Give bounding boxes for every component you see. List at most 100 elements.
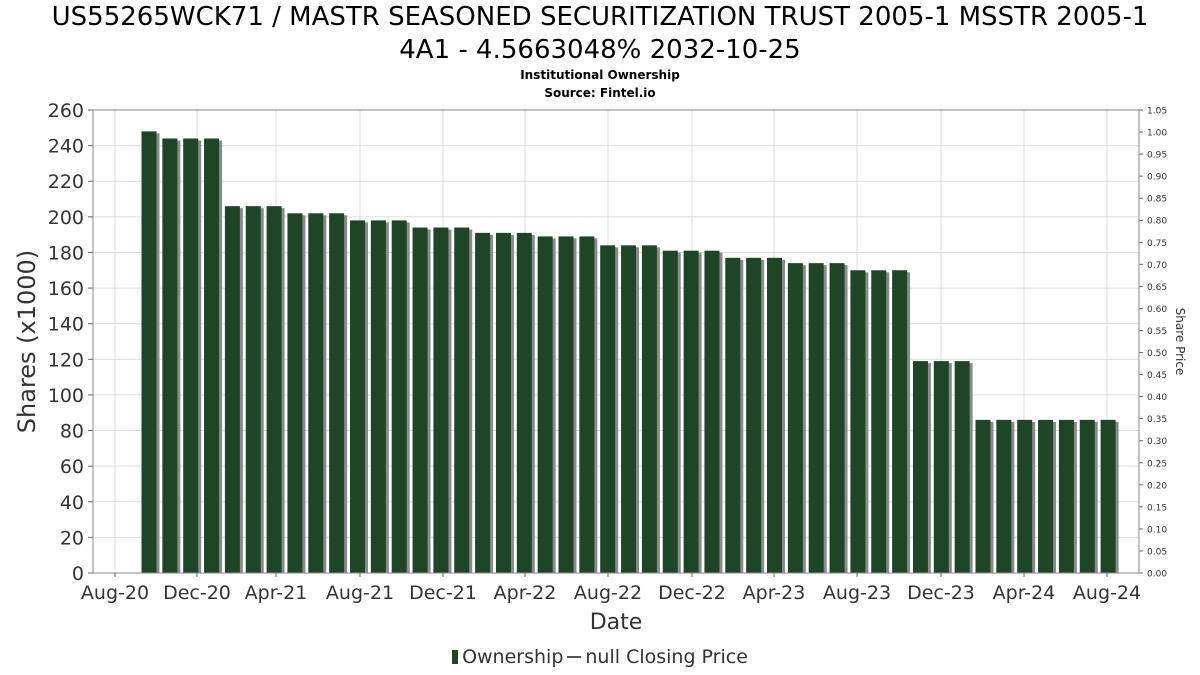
ownership-bar xyxy=(829,263,845,573)
legend-ownership-label: Ownership xyxy=(462,646,564,668)
y2-tick-label: 0.30 xyxy=(1147,437,1167,447)
ownership-bar xyxy=(412,227,428,573)
y2-tick-label: 0.70 xyxy=(1147,261,1167,271)
legend-price-line xyxy=(567,656,582,658)
ownership-bar xyxy=(454,227,470,573)
x-tick-label: Apr-24 xyxy=(993,582,1056,604)
ownership-bar xyxy=(641,245,657,574)
ownership-bar xyxy=(912,361,928,573)
x-tick-label: Apr-23 xyxy=(743,582,806,604)
y-tick-label: 180 xyxy=(48,242,84,264)
x-tick-label: Dec-23 xyxy=(907,582,975,604)
x-tick-label: Aug-20 xyxy=(81,582,149,604)
y2-tick-label: 0.80 xyxy=(1147,217,1167,227)
ownership-bar xyxy=(1038,419,1054,573)
chart-title-line1: US55265WCK71 / MASTR SEASONED SECURITIZA… xyxy=(51,2,1149,32)
x-tick-label: Aug-23 xyxy=(823,582,891,604)
ownership-bar xyxy=(954,361,970,573)
ownership-bar xyxy=(892,270,908,573)
ownership-bar xyxy=(683,250,699,573)
y2-tick-label: 0.10 xyxy=(1147,525,1167,535)
ownership-bar xyxy=(746,257,762,573)
x-tick-label: Aug-22 xyxy=(574,582,642,604)
y-tick-label: 80 xyxy=(60,421,84,443)
y-tick-label: 100 xyxy=(48,385,84,407)
y2-tick-label: 0.45 xyxy=(1147,371,1167,381)
y-tick-label: 260 xyxy=(48,100,84,122)
ownership-bar xyxy=(1100,419,1116,573)
ownership-bar xyxy=(787,263,803,573)
ownership-bar xyxy=(871,270,887,573)
y2-tick-label: 0.00 xyxy=(1147,570,1167,580)
y-tick-label: 0 xyxy=(72,563,84,585)
ownership-bar xyxy=(308,213,324,574)
ownership-bar xyxy=(287,213,303,574)
y-tick-label: 220 xyxy=(48,171,84,193)
y2-tick-label: 0.85 xyxy=(1147,195,1167,205)
y2-tick-label: 0.35 xyxy=(1147,415,1167,425)
ownership-bar xyxy=(808,263,824,573)
ownership-bar xyxy=(1017,419,1033,573)
chart-legend: Ownership null Closing Price xyxy=(0,646,1200,668)
ownership-bar xyxy=(245,206,261,573)
ownership-bar xyxy=(996,419,1012,573)
plot-border xyxy=(92,109,1140,574)
ownership-bar xyxy=(1058,419,1074,573)
chart-source: Source: Fintel.io xyxy=(544,86,656,100)
chart-subtitle: Institutional Ownership xyxy=(520,68,680,82)
x-tick-label: Dec-22 xyxy=(658,582,726,604)
y-tick-label: 140 xyxy=(48,314,84,336)
ownership-bar xyxy=(725,257,741,573)
ownership-bar xyxy=(704,250,720,573)
y-tick-label: 240 xyxy=(48,136,84,158)
y-tick-label: 60 xyxy=(60,456,84,478)
y2-tick-label: 0.15 xyxy=(1147,503,1167,513)
y-tick-label: 120 xyxy=(48,349,84,371)
x-tick-label: Dec-21 xyxy=(409,582,477,604)
x-tick-label: Aug-21 xyxy=(326,582,394,604)
y2-tick-label: 0.65 xyxy=(1147,283,1167,293)
y2-tick-label: 0.95 xyxy=(1147,151,1167,161)
ownership-bar xyxy=(516,232,532,573)
ownership-bar xyxy=(767,257,782,573)
y2-tick-label: 0.25 xyxy=(1147,459,1167,469)
ownership-bar xyxy=(600,245,616,574)
ownership-bar xyxy=(183,138,199,573)
y2-tick-label: 1.00 xyxy=(1147,129,1167,139)
ownership-bar xyxy=(204,138,220,573)
y2-tick-label: 0.60 xyxy=(1147,305,1167,315)
y2-tick-label: 0.90 xyxy=(1147,173,1167,183)
x-tick-label: Apr-21 xyxy=(245,582,308,604)
y-tick-label: 40 xyxy=(60,492,84,514)
y2-tick-label: 0.50 xyxy=(1147,349,1167,359)
chart-title-line2: 4A1 - 4.5663048% 2032-10-25 xyxy=(399,35,801,65)
ownership-bar xyxy=(475,232,491,573)
ownership-bar xyxy=(579,236,595,573)
ownership-bar xyxy=(662,250,678,573)
ownership-bar xyxy=(266,206,282,573)
ownership-bar xyxy=(933,361,949,573)
ownership-bar xyxy=(850,270,866,573)
ownership-bar xyxy=(391,220,407,573)
y2-tick-label: 0.75 xyxy=(1147,239,1167,249)
ownership-bar xyxy=(224,206,240,573)
ownership-bar xyxy=(370,220,386,573)
ownership-bar xyxy=(329,213,345,574)
ownership-bar xyxy=(558,236,574,573)
y2-axis-title: Share Price xyxy=(1173,308,1187,376)
y2-tick-label: 0.40 xyxy=(1147,393,1167,403)
ownership-bar xyxy=(350,220,365,573)
y2-tick-label: 0.20 xyxy=(1147,481,1167,491)
legend-price-label: null Closing Price xyxy=(585,646,748,668)
y-tick-label: 20 xyxy=(60,527,84,549)
y-axis-title: Shares (x1000) xyxy=(13,250,41,433)
x-tick-label: Apr-22 xyxy=(494,582,557,604)
ownership-bar xyxy=(141,131,157,573)
ownership-bar xyxy=(1079,419,1095,573)
ownership-bar xyxy=(621,245,637,574)
ownership-bar xyxy=(433,227,449,573)
y2-tick-label: 0.05 xyxy=(1147,547,1167,557)
x-axis-title: Date xyxy=(590,610,643,635)
y2-tick-label: 1.05 xyxy=(1147,107,1167,117)
